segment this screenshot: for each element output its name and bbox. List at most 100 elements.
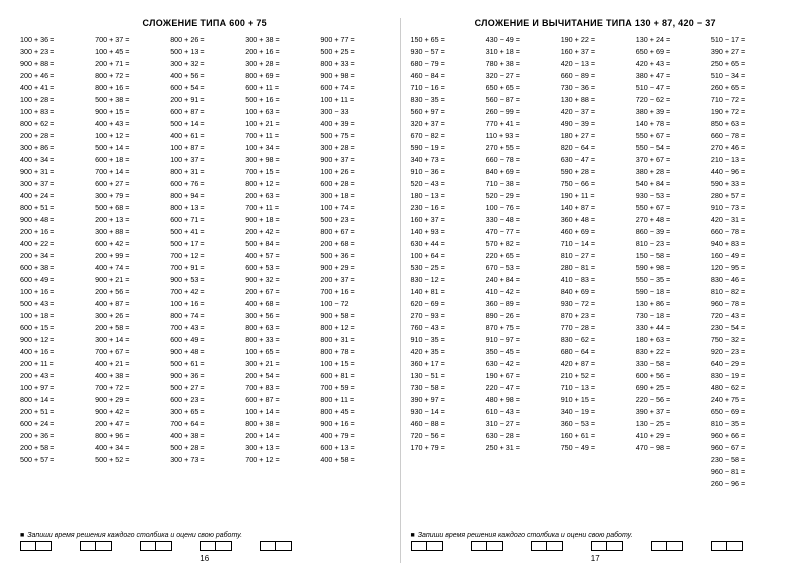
problem-row: 830 − 12 = [411,274,480,286]
problem-row: 800 + 13 = [170,202,239,214]
problem-row: 930 − 53 = [636,190,705,202]
problem-row: 800 + 33 = [245,334,314,346]
problem-row: 270 + 48 = [636,214,705,226]
problem-row: 210 − 13 = [711,154,780,166]
problem-row: 130 + 24 = [636,34,705,46]
problem-row: 590 − 18 = [636,286,705,298]
problem-row: 300 + 32 = [170,58,239,70]
problem-row: 670 − 82 = [411,130,480,142]
problem-row: 680 − 79 = [411,58,480,70]
problem-row: 420 − 13 = [561,58,630,70]
problem-row: 490 − 39 = [561,118,630,130]
problem-row: 500 + 27 = [170,382,239,394]
time-box[interactable] [427,541,443,551]
problem-row: 270 + 55 = [486,142,555,154]
time-box[interactable] [80,541,96,551]
time-box[interactable] [96,541,112,551]
problem-row: 710 − 38 = [486,178,555,190]
page-title: СЛОЖЕНИЕ ТИПА 600 + 75 [20,18,390,28]
time-box[interactable] [547,541,563,551]
footer-instruction: Запиши время решения каждого столбика и … [411,532,781,539]
problem-row: 200 + 16 = [245,46,314,58]
page-title: СЛОЖЕНИЕ И ВЫЧИТАНИЕ ТИПА 130 + 87, 420 … [411,18,781,28]
time-box[interactable] [531,541,547,551]
time-box-pair [711,541,743,551]
problem-row: 460 + 69 = [561,226,630,238]
problem-row: 600 + 76 = [170,178,239,190]
problem-row: 650 − 69 = [711,406,780,418]
problem-column: 100 + 36 =300 + 23 =900 + 88 =200 + 46 =… [20,34,89,528]
problem-row: 630 − 47 = [561,154,630,166]
problem-row: 960 − 67 = [711,442,780,454]
problem-row: 100 − 76 = [486,202,555,214]
problem-row: 180 + 27 = [561,130,630,142]
problem-row: 750 − 32 = [711,334,780,346]
problem-row: 820 − 64 = [561,142,630,154]
problem-row: 140 + 87 = [561,202,630,214]
problem-row: 410 − 42 = [486,286,555,298]
time-box[interactable] [487,541,503,551]
problem-row: 600 + 49 = [170,334,239,346]
problem-row: 800 + 12 = [245,178,314,190]
problem-row: 370 + 67 = [636,154,705,166]
time-box[interactable] [667,541,683,551]
time-box[interactable] [156,541,172,551]
time-box[interactable] [216,541,232,551]
time-box[interactable] [260,541,276,551]
time-box[interactable] [471,541,487,551]
problem-row: 500 + 61 = [170,358,239,370]
problem-row: 560 + 97 = [411,106,480,118]
time-box[interactable] [36,541,52,551]
problem-row: 190 + 67 = [486,370,555,382]
time-box[interactable] [200,541,216,551]
problem-row: 800 + 38 = [245,418,314,430]
time-box[interactable] [727,541,743,551]
problem-row: 100 + 26 = [320,166,389,178]
problem-row: 340 + 73 = [411,154,480,166]
problem-row: 400 + 16 = [20,346,89,358]
problem-row: 500 + 52 = [95,454,164,466]
time-box[interactable] [591,541,607,551]
time-box[interactable] [20,541,36,551]
problem-row: 400 + 38 = [95,370,164,382]
problem-row: 310 − 27 = [486,418,555,430]
problem-row: 470 − 77 = [486,226,555,238]
problem-row: 400 + 87 = [95,298,164,310]
problem-row: 130 − 51 = [411,370,480,382]
problem-row: 210 + 52 = [561,370,630,382]
problem-row: 700 + 67 = [95,346,164,358]
columns-container: 100 + 36 =300 + 23 =900 + 88 =200 + 46 =… [20,34,390,528]
problem-row: 100 + 34 = [245,142,314,154]
problem-row: 400 + 41 = [20,82,89,94]
problem-row: 900 + 98 = [320,70,389,82]
time-box[interactable] [411,541,427,551]
problem-row: 100 + 74 = [320,202,389,214]
time-box[interactable] [140,541,156,551]
problem-row: 300 + 37 = [20,178,89,190]
problem-row: 600 + 11 = [245,82,314,94]
time-box[interactable] [651,541,667,551]
problem-row: 100 + 21 = [245,118,314,130]
problem-row: 140 + 78 = [636,118,705,130]
problem-row: 700 + 91 = [170,262,239,274]
problem-row: 480 + 98 = [486,394,555,406]
problem-row: 400 + 38 = [170,430,239,442]
problem-row: 700 + 64 = [170,418,239,430]
problem-row: 400 + 39 = [320,118,389,130]
time-box[interactable] [276,541,292,551]
problem-row: 920 − 23 = [711,346,780,358]
problem-row: 510 − 17 = [711,34,780,46]
problem-row: 700 + 59 = [320,382,389,394]
problem-column: 190 + 22 =160 + 37 =420 − 13 =660 − 89 =… [561,34,630,528]
problem-row: 200 + 58 = [95,322,164,334]
time-box[interactable] [607,541,623,551]
problem-row: 800 + 67 = [320,226,389,238]
problem-row: 510 − 47 = [636,82,705,94]
problem-row: 930 − 72 = [561,298,630,310]
problem-row: 600 + 49 = [20,274,89,286]
time-box[interactable] [711,541,727,551]
problem-row: 840 + 69 = [561,286,630,298]
problem-row: 730 − 36 = [561,82,630,94]
problem-row: 160 − 49 = [711,250,780,262]
problem-row: 200 + 54 = [245,370,314,382]
